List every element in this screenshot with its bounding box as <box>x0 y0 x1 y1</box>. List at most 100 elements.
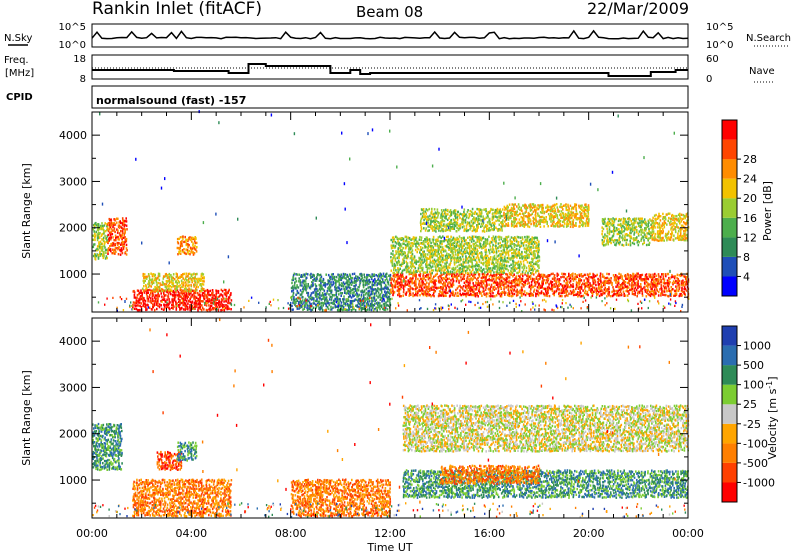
data-cell <box>195 250 198 253</box>
data-cell <box>211 289 214 292</box>
data-cell <box>576 292 579 296</box>
data-cell <box>464 271 467 275</box>
data-cell <box>532 278 534 281</box>
data-cell <box>427 275 430 279</box>
data-cell <box>493 280 496 283</box>
data-cell <box>438 281 440 284</box>
data-cell <box>557 273 560 276</box>
data-cell <box>444 216 446 219</box>
data-cell <box>123 245 126 248</box>
data-cell <box>367 286 369 289</box>
data-cell <box>174 285 176 288</box>
data-cell <box>551 284 554 287</box>
data-cell <box>524 271 527 275</box>
data-cell <box>519 281 522 284</box>
data-cell <box>380 304 383 307</box>
data-cell <box>486 264 489 268</box>
data-cell <box>309 306 312 309</box>
data-cell <box>592 275 594 278</box>
data-cell <box>360 295 363 298</box>
data-cell <box>353 285 355 288</box>
data-cell <box>419 263 421 266</box>
data-cell <box>593 275 595 279</box>
data-cell <box>385 277 388 281</box>
data-cell <box>437 238 439 242</box>
data-cell <box>147 285 150 288</box>
data-cell <box>597 283 600 286</box>
data-cell <box>371 300 373 303</box>
data-cell <box>340 273 343 276</box>
data-cell <box>396 275 398 278</box>
data-cell <box>360 272 362 276</box>
data-cell <box>422 253 424 256</box>
data-cell <box>159 287 161 290</box>
data-cell <box>489 267 492 270</box>
data-cell <box>361 306 364 310</box>
data-cell <box>168 281 171 285</box>
data-cell <box>355 304 357 307</box>
data-cell <box>106 229 108 232</box>
data-cell <box>598 285 600 288</box>
data-cell <box>305 272 308 275</box>
data-cell <box>538 285 540 288</box>
data-cell <box>579 292 582 295</box>
data-cell <box>486 273 488 277</box>
data-cell <box>459 256 462 259</box>
data-cell <box>492 258 494 261</box>
data-cell <box>324 296 326 299</box>
data-cell <box>203 290 206 293</box>
data-cell <box>621 285 623 288</box>
data-cell <box>510 285 512 289</box>
data-cell <box>124 223 126 227</box>
data-cell <box>206 309 209 312</box>
data-cell <box>100 247 102 250</box>
data-cell <box>447 272 449 275</box>
data-cell <box>649 290 651 293</box>
data-cell <box>523 293 525 296</box>
data-cell <box>595 283 597 287</box>
data-cell <box>481 247 483 250</box>
data-cell <box>488 257 490 260</box>
data-cell <box>494 281 497 284</box>
data-cell <box>320 304 323 307</box>
data-cell <box>459 263 462 266</box>
data-cell <box>492 264 495 267</box>
data-cell <box>470 293 472 296</box>
data-cell <box>564 284 566 287</box>
data-cell <box>442 283 444 286</box>
data-cell <box>367 300 369 303</box>
data-cell <box>450 227 453 230</box>
data-cell <box>137 299 140 302</box>
data-cell <box>651 287 653 290</box>
data-cell <box>330 281 332 284</box>
data-cell <box>322 304 324 307</box>
data-cell <box>170 306 173 309</box>
data-cell <box>422 250 424 254</box>
data-cell <box>520 288 522 292</box>
data-cell <box>524 293 527 297</box>
data-cell <box>113 250 115 254</box>
data-cell <box>481 237 483 241</box>
data-cell <box>597 277 599 281</box>
data-cell <box>210 304 213 308</box>
data-cell <box>325 296 328 299</box>
data-cell <box>161 289 163 293</box>
data-cell <box>339 288 342 292</box>
data-cell <box>314 293 317 296</box>
data-cell <box>114 252 116 255</box>
data-cell <box>125 253 128 256</box>
data-cell <box>110 238 112 241</box>
data-cell <box>482 276 485 279</box>
data-cell <box>197 309 199 312</box>
data-cell <box>212 291 214 294</box>
data-cell <box>422 255 425 258</box>
data-cell <box>419 266 421 269</box>
data-cell <box>339 277 342 280</box>
data-cell <box>408 270 410 273</box>
data-cell <box>412 262 414 266</box>
data-cell <box>536 246 539 249</box>
data-cell <box>483 261 485 265</box>
data-cell <box>447 213 449 216</box>
data-cell <box>380 277 382 280</box>
data-cell <box>448 238 450 241</box>
